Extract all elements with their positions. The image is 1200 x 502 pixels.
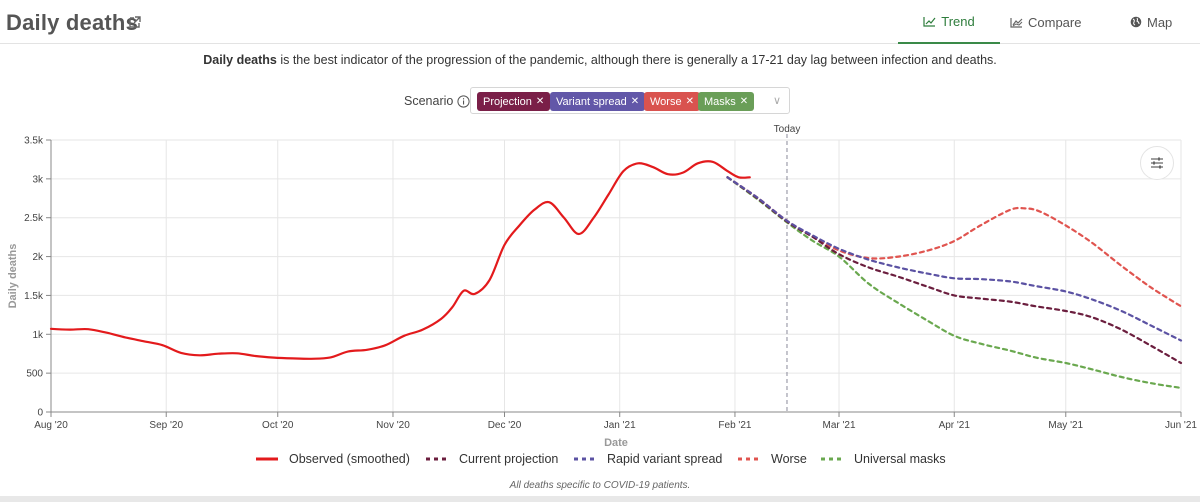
- x-tick-label: Oct '20: [262, 420, 294, 431]
- header: Daily deaths Trend Compare: [0, 0, 1200, 44]
- sliders-icon: [1151, 157, 1163, 169]
- series-observed: [49, 160, 751, 360]
- x-tick-label: Feb '21: [718, 420, 751, 431]
- remove-icon[interactable]: ✕: [630, 96, 640, 107]
- x-tick-label: Dec '20: [488, 420, 522, 431]
- legend-label: Observed (smoothed): [289, 452, 410, 466]
- legend-label: Worse: [771, 452, 807, 466]
- y-tick-label: 3k: [32, 174, 44, 185]
- legend-label: Rapid variant spread: [607, 452, 723, 466]
- tab-map-label: Map: [1147, 14, 1173, 30]
- external-link-icon[interactable]: [128, 15, 142, 29]
- series-universal-masks: [726, 176, 1183, 389]
- scenario-label: Scenario: [404, 94, 454, 108]
- chart-menu-button[interactable]: [1140, 146, 1174, 180]
- legend-swatch: [256, 457, 278, 461]
- legend-item-universal-masks[interactable]: Universal masks: [820, 452, 946, 466]
- info-icon[interactable]: [457, 94, 470, 108]
- x-axis-title: Date: [604, 437, 628, 448]
- legend-label: Universal masks: [854, 452, 946, 466]
- legend-item-current-projection[interactable]: Current projection: [425, 452, 558, 466]
- y-tick-label: 0: [37, 408, 43, 419]
- chevron-down-icon[interactable]: ∨: [772, 95, 781, 107]
- tab-map[interactable]: Map: [1130, 0, 1190, 44]
- legend-swatch: [426, 457, 448, 461]
- y-tick-label: 3.5k: [24, 136, 44, 147]
- remove-icon[interactable]: ✕: [535, 96, 545, 107]
- legend-swatch: [821, 457, 843, 461]
- x-tick-label: Aug '20: [34, 420, 68, 431]
- today-label: Today: [774, 124, 801, 135]
- x-tick-label: Apr '21: [939, 420, 971, 431]
- x-tick-label: Nov '20: [376, 420, 410, 431]
- footnote: All deaths specific to COVID-19 patients…: [509, 480, 691, 491]
- legend-item-worse[interactable]: Worse: [737, 452, 807, 466]
- x-tick-label: Jun '21: [1165, 420, 1197, 431]
- tab-compare[interactable]: Compare: [1010, 0, 1100, 44]
- remove-icon[interactable]: ✕: [739, 96, 749, 107]
- description: Daily deaths is the best indicator of th…: [0, 53, 1200, 67]
- remove-icon[interactable]: ✕: [685, 96, 694, 107]
- y-tick-label: 1.5k: [24, 291, 44, 302]
- series-worse: [726, 176, 1183, 308]
- chip-label: Projection: [483, 95, 532, 108]
- y-tick-label: 2k: [32, 252, 44, 263]
- legend-swatch: [738, 457, 760, 461]
- x-tick-label: May '21: [1048, 420, 1083, 431]
- legend-swatch: [574, 457, 596, 461]
- legend-item-rapid-variant[interactable]: Rapid variant spread: [573, 452, 722, 466]
- compare-chart-icon: [1010, 17, 1023, 28]
- chip-variant-spread[interactable]: Variant spread ✕: [550, 92, 646, 111]
- tab-trend[interactable]: Trend: [898, 0, 1000, 44]
- y-tick-label: 500: [26, 369, 43, 380]
- chip-label: Variant spread: [556, 95, 627, 108]
- legend-label: Current projection: [459, 452, 559, 466]
- chip-label: Worse: [650, 95, 682, 108]
- y-tick-label: 2.5k: [24, 213, 44, 224]
- chip-projection[interactable]: Projection ✕: [477, 92, 551, 111]
- chip-label: Masks: [704, 95, 736, 108]
- scenario-row: Scenario: [404, 88, 478, 114]
- y-tick-label: 1k: [32, 330, 44, 341]
- chip-worse[interactable]: Worse ✕: [644, 92, 700, 111]
- series-rapid-variant: [726, 176, 1183, 342]
- bottom-divider: [0, 496, 1200, 502]
- x-tick-label: Mar '21: [823, 420, 856, 431]
- globe-icon: [1130, 16, 1142, 28]
- line-chart-icon: [923, 16, 936, 27]
- x-tick-label: Jan '21: [604, 420, 636, 431]
- tab-trend-label: Trend: [941, 13, 975, 29]
- description-bold: Daily deaths: [203, 53, 277, 67]
- page-title: Daily deaths: [6, 10, 139, 35]
- chip-masks[interactable]: Masks ✕: [698, 92, 755, 111]
- y-axis-title: Daily deaths: [7, 244, 19, 309]
- x-tick-label: Sep '20: [149, 420, 183, 431]
- legend-item-observed[interactable]: Observed (smoothed): [255, 452, 410, 466]
- description-text: is the best indicator of the progression…: [276, 53, 997, 67]
- tab-compare-label: Compare: [1028, 14, 1082, 30]
- line-chart: 0 500 1k 1.5k 2k 2.5k 3k 3.5k Aug '20 Sep '20 Oct …: [7, 124, 1197, 448]
- scenario-select[interactable]: Projection ✕ Variant spread ✕ Worse ✕ Masks…: [470, 87, 790, 114]
